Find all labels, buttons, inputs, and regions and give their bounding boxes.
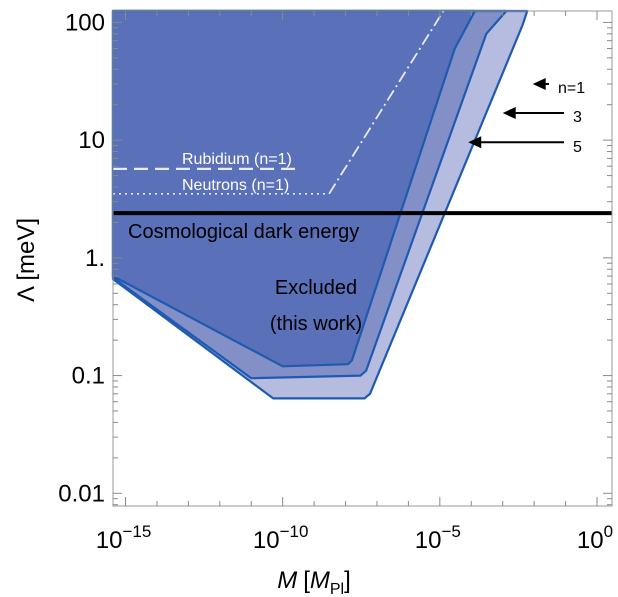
- neutrons-label: Neutrons (n=1): [182, 177, 289, 194]
- y-axis-title: Λ [meV]: [13, 218, 40, 302]
- excluded-label-line1: Excluded: [275, 277, 357, 299]
- plot-frame: [112, 10, 613, 507]
- n3-label: 3: [573, 109, 582, 126]
- x-tick-label: 10−5: [415, 522, 461, 554]
- plot-frame-border: [112, 10, 613, 507]
- x-tick-label: 10−15: [96, 522, 152, 554]
- arrow-head-n5: [468, 136, 482, 149]
- y-tick-label: 100: [65, 9, 105, 36]
- excluded-label-line2: (this work): [270, 313, 362, 335]
- y-tick-label: 0.1: [72, 363, 105, 390]
- rubidium-label: Rubidium (n=1): [182, 151, 292, 168]
- reference-lines: [113, 10, 612, 216]
- y-tick-label: 10: [78, 127, 105, 154]
- arrow-head-n1: [532, 77, 546, 90]
- series-arrows: [468, 77, 564, 149]
- arrow-head-n3: [502, 107, 516, 120]
- neutrons-extension-line: [328, 10, 445, 195]
- n1-label: n=1: [558, 80, 585, 97]
- x-tick-label: 100: [577, 522, 613, 554]
- dark-energy-label: Cosmological dark energy: [128, 221, 359, 243]
- n5-label: 5: [573, 139, 582, 156]
- y-tick-label: 1.: [85, 245, 105, 272]
- y-tick-label: 0.01: [58, 480, 105, 507]
- axis-ticks: 100 10 1. 0.1 0.01 10−15 10−10 10−5 100: [58, 9, 613, 554]
- x-axis-title: M [MPl]: [277, 567, 351, 597]
- x-tick-label: 10−10: [253, 522, 309, 554]
